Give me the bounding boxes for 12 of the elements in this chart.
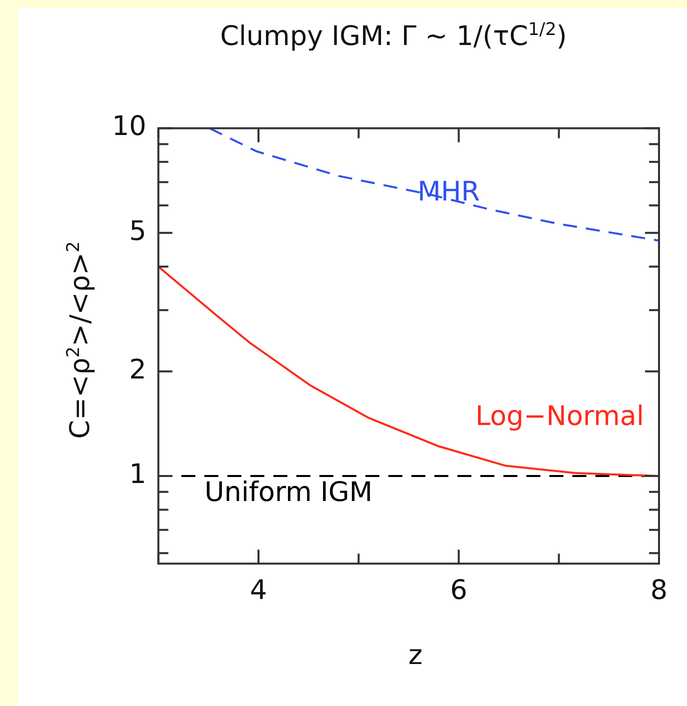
x-tick-label: 8 [650,574,668,606]
chart-title: Clumpy IGM: Γ ∼ 1/(τC$^{1/2}$) [219,20,568,52]
x-axis-title: z [407,640,424,671]
x-tick-label: 4 [250,574,268,606]
y-tick-label: 2 [129,354,146,386]
series-label: Uniform IGM [204,477,373,508]
series-label: Log−Normal [475,401,644,432]
x-tick-label: 6 [450,574,468,606]
y-tick-label: 5 [129,216,146,247]
y-tick-label: 1 [129,459,146,490]
y-tick-label: 10 [112,111,146,142]
series-label: MHR [418,176,480,208]
